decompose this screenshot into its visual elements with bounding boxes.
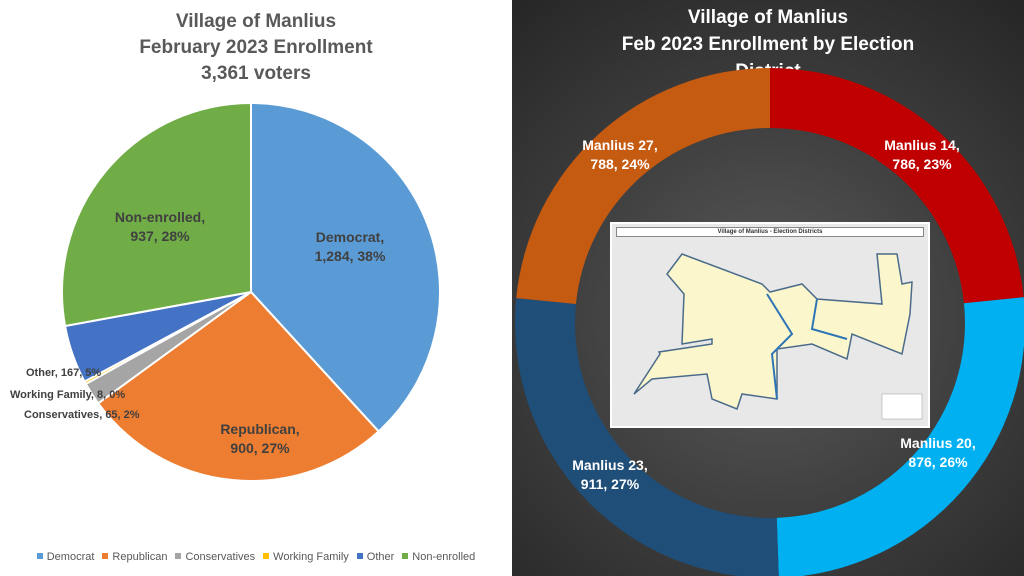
label-working-family: Working Family, 8, 0%: [10, 389, 126, 401]
legend-label: Republican: [112, 551, 168, 563]
slice-non-enrolled: [61, 101, 252, 328]
election-district-map: Village of Manlius - Election Districts: [610, 222, 930, 428]
label-non-enrolled: Non-enrolled, 937, 28%: [114, 209, 206, 244]
enrollment-pie-panel: Village of Manlius February 2023 Enrollm…: [0, 11, 512, 563]
legend-swatch: [356, 553, 363, 559]
legend-label: Democrat: [46, 551, 95, 563]
legend-item-other: Other: [356, 551, 395, 563]
slice-democrat: [250, 101, 441, 433]
slice-manlius-23: [515, 298, 779, 576]
donut-title-line1: Village of Manlius: [687, 7, 849, 28]
donut-chart: [515, 68, 1024, 576]
legend-label: Conservatives: [185, 551, 256, 563]
label-conservatives: Conservatives, 65, 2%: [24, 409, 140, 421]
label-manlius-27: Manlius 27, 788, 24%: [582, 137, 658, 172]
legend-swatch: [402, 553, 409, 559]
chart-title-line2: February 2023 Enrollment: [139, 37, 373, 58]
district-map-shapes: [633, 253, 923, 420]
legend-swatch: [175, 553, 182, 559]
legend-swatch: [102, 553, 109, 559]
label-manlius-14: Manlius 14, 786, 23%: [884, 137, 960, 172]
district-donut-panel: Village of Manlius Feb 2023 Enrollment b…: [512, 0, 1024, 576]
label-democrat: Democrat, 1,284, 38%: [314, 229, 386, 264]
slice-manlius-14: [770, 68, 1024, 304]
legend-label: Non-enrolled: [412, 551, 476, 563]
legend-label: Other: [366, 551, 395, 563]
legend-item-democrat: Democrat: [36, 551, 95, 563]
label-republican: Republican, 900, 27%: [220, 421, 300, 456]
slice-manlius-27: [516, 68, 770, 304]
pie-chart: [61, 101, 441, 482]
legend-label: Working Family: [273, 551, 349, 563]
chart-title-line1: Village of Manlius: [175, 11, 337, 32]
slice-republican: [96, 290, 381, 482]
label-manlius-20: Manlius 20, 876, 26%: [900, 435, 976, 470]
label-manlius-23: Manlius 23, 911, 27%: [572, 457, 648, 492]
legend-item-working-family: Working Family: [263, 551, 349, 563]
donut-title-line2: Feb 2023 Enrollment by Election: [621, 34, 915, 55]
legend-swatch: [36, 553, 43, 559]
legend-item-republican: Republican: [102, 551, 167, 563]
legend: Democrat Republican Conservatives Working F…: [0, 551, 512, 563]
label-other: Other, 167, 5%: [26, 367, 102, 379]
chart-title-line3: 3,361 voters: [201, 63, 311, 84]
legend-item-non-enrolled: Non-enrolled: [402, 551, 475, 563]
legend-swatch: [263, 553, 270, 559]
legend-item-conservatives: Conservatives: [175, 551, 255, 563]
map-title: Village of Manlius - Election Districts: [616, 227, 924, 237]
slice-manlius-20: [776, 297, 1024, 576]
